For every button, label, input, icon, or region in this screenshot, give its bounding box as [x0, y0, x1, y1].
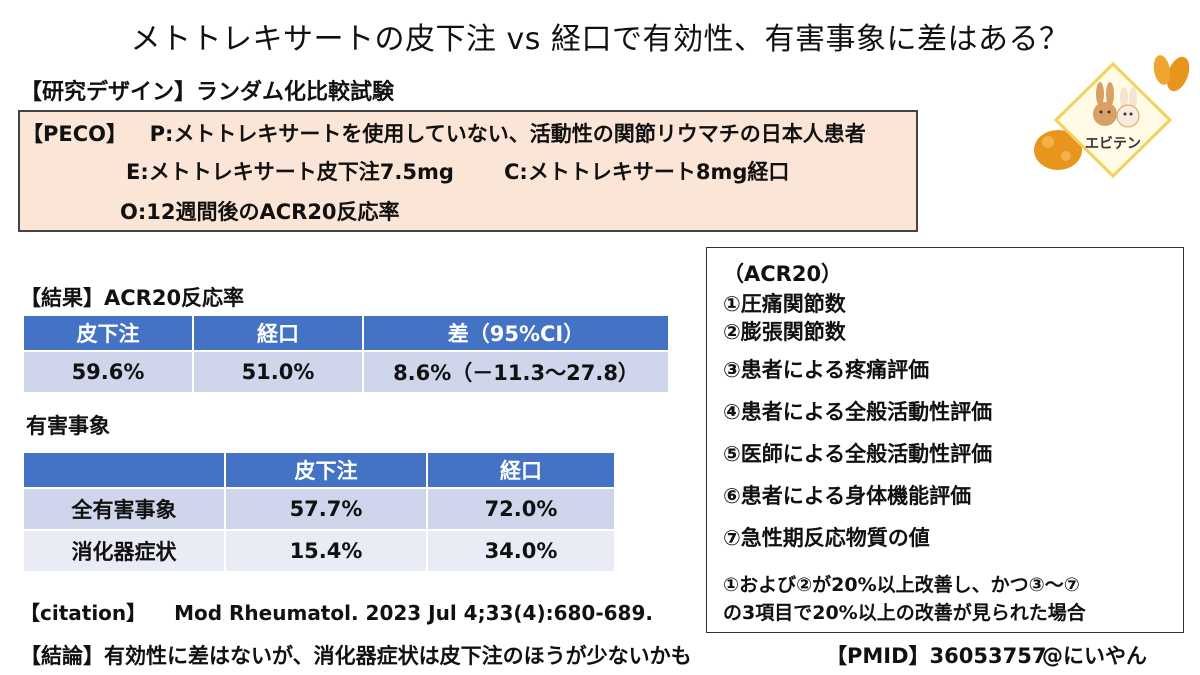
results-cell-diff: 8.6%（－11.3～27.8） — [363, 350, 668, 392]
list-item: ④患者による全般活動性評価 — [723, 400, 993, 424]
peco-tag: 【PECO】 — [22, 122, 127, 146]
page-title: メトトレキサートの皮下注 vs 経口で有効性、有害事象に差はある？ — [130, 22, 1070, 57]
peco-o-label: O — [120, 200, 138, 224]
peco-p-line: 【PECO】 P:メトトレキサートを使用していない、活動性の関節リウマチの日本人… — [22, 122, 866, 146]
citation-tag: 【citation】 — [20, 601, 147, 625]
fried-shrimp-icon — [1034, 55, 1190, 170]
peco-c-line: C:メトトレキサート8mg経口 — [504, 160, 790, 184]
adverse-events-table: 皮下注 経口 全有害事象 57.7% 72.0% 消化器症状 15.4% 34.… — [24, 453, 614, 571]
table-row: 消化器症状 15.4% 34.0% — [24, 529, 614, 571]
acr20-definition-box: （ACR20） ①圧痛関節数 ②膨張関節数 ③患者による疼痛評価 ④患者による全… — [706, 247, 1184, 633]
pmid: 【PMID】36053757 — [826, 644, 1047, 668]
citation-text: Mod Rheumatol. 2023 Jul 4;33(4):680-689. — [174, 601, 653, 625]
results-cell-oral: 51.0% — [193, 350, 364, 392]
acr20-heading: （ACR20） — [723, 262, 843, 286]
adverse-header-sc: 皮下注 — [225, 453, 428, 488]
list-item: ⑤医師による全般活動性評価 — [723, 442, 993, 466]
peco-c-text: メトトレキサート8mg経口 — [527, 160, 790, 184]
list-item: ①圧痛関節数 — [723, 292, 846, 316]
adverse-cell-sc: 57.7% — [225, 487, 428, 530]
adverse-cell-sc: 15.4% — [225, 529, 428, 571]
acr20-results-table: 皮下注 経口 差（95%CI） 59.6% 51.0% 8.6%（－11.3～2… — [24, 316, 668, 392]
acr20-note-line1: ①および②が20%以上改善し、かつ③～⑦ — [723, 574, 1080, 596]
table-row: 59.6% 51.0% 8.6%（－11.3～27.8） — [24, 350, 668, 392]
adverse-heading: 有害事象 — [26, 414, 110, 438]
table-row: 全有害事象 57.7% 72.0% — [24, 487, 614, 530]
citation: 【citation】 Mod Rheumatol. 2023 Jul 4;33(… — [20, 597, 653, 626]
peco-p-label: P — [149, 122, 166, 146]
list-item: ⑥患者による身体機能評価 — [723, 484, 972, 508]
bunny-icon — [1093, 82, 1140, 128]
adverse-header-oral: 経口 — [427, 453, 614, 488]
peco-e-line: E:メトトレキサート皮下注7.5mg — [126, 160, 454, 184]
study-design: 【研究デザイン】ランダム化比較試験 — [20, 80, 395, 105]
results-heading: 【結果】ACR20反応率 — [20, 286, 245, 310]
adverse-cell-oral: 34.0% — [427, 529, 614, 571]
results-header-oral: 経口 — [193, 316, 364, 351]
author-handle: @にいやん — [1042, 644, 1147, 668]
peco-p-text: メトトレキサートを使用していない、活動性の関節リウマチの日本人患者 — [173, 122, 866, 146]
peco-box: 【PECO】 P:メトトレキサートを使用していない、活動性の関節リウマチの日本人… — [18, 110, 918, 232]
adverse-row-label: 消化器症状 — [24, 529, 226, 571]
results-cell-sc: 59.6% — [24, 350, 194, 392]
epiten-logo: エビテン — [1030, 52, 1196, 182]
list-item: ⑦急性期反応物質の値 — [723, 526, 930, 550]
adverse-row-label: 全有害事象 — [24, 487, 226, 530]
logo-text: エビテン — [1085, 136, 1141, 152]
acr20-note-line2: の3項目で20%以上の改善が見られた場合 — [723, 602, 1086, 624]
list-item: ③患者による疼痛評価 — [723, 358, 930, 382]
conclusion: 【結論】有効性に差はないが、消化器症状は皮下注のほうが少ないかも — [20, 644, 692, 668]
results-header-diff: 差（95%CI） — [363, 316, 668, 351]
list-item: ②膨張関節数 — [723, 320, 846, 344]
peco-o-text: 12週間後のACR20反応率 — [146, 200, 400, 224]
results-header-sc: 皮下注 — [24, 316, 194, 351]
adverse-header-blank — [24, 453, 226, 488]
adverse-cell-oral: 72.0% — [427, 487, 614, 530]
peco-e-label: E — [126, 160, 141, 184]
peco-e-text: メトトレキサート皮下注7.5mg — [148, 160, 454, 184]
logo-graphic: エビテン — [1034, 55, 1190, 179]
peco-c-label: C — [504, 160, 520, 184]
peco-o-line: O:12週間後のACR20反応率 — [120, 200, 400, 224]
